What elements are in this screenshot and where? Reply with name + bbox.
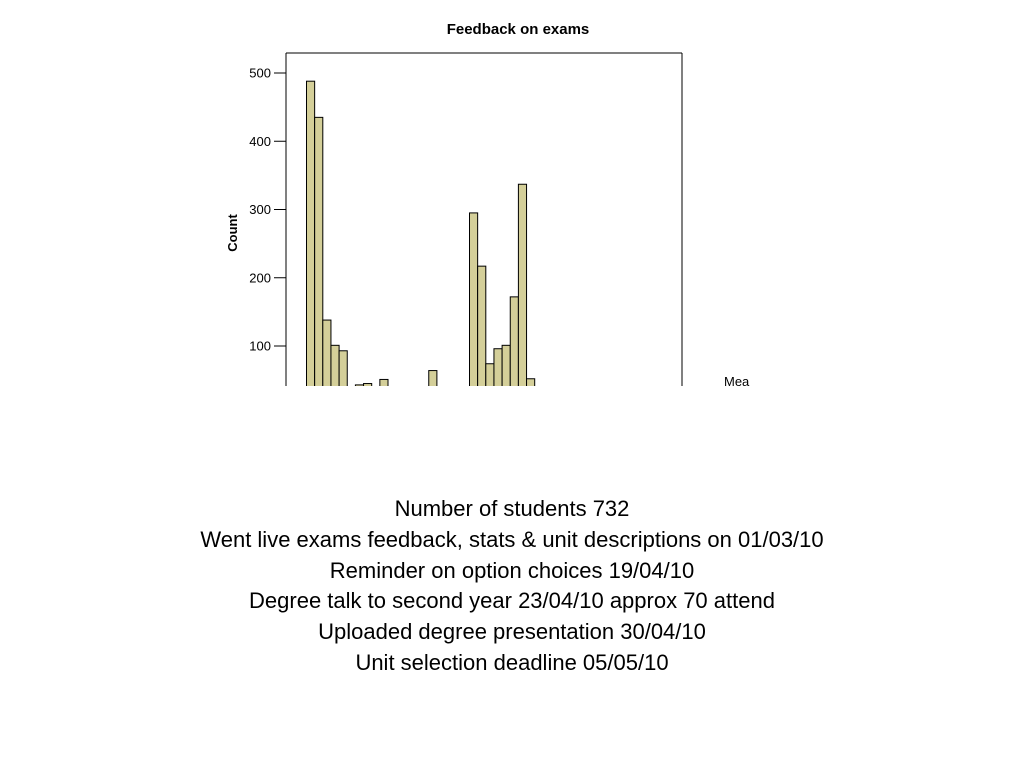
note-line-reminder: Reminder on option choices 19/04/10	[329, 557, 695, 583]
notes-block: Number of students 732 Went live exams f…	[0, 494, 1024, 679]
y-axis-label: Count	[225, 214, 240, 252]
histogram-bar	[306, 80, 316, 386]
histogram-bar	[485, 363, 495, 386]
histogram-bar	[477, 265, 487, 386]
histogram-bar	[509, 296, 519, 386]
y-tick-label: 300	[249, 202, 271, 217]
histogram-bar	[428, 370, 438, 386]
histogram-chart: Feedback on exams Count 100200300400500 …	[225, 21, 750, 386]
y-tick-label: 500	[249, 66, 271, 81]
note-line-went-live: Went live exams feedback, stats & unit d…	[200, 526, 824, 552]
histogram-bar	[501, 344, 511, 386]
histogram-bar	[330, 344, 340, 386]
chart-area: Feedback on exams Count 100 200 300 400 500 …	[225, 21, 750, 386]
y-axis-ticks: 100 200 300 400 500	[249, 66, 286, 354]
histogram-bar	[314, 116, 324, 386]
histogram-bar	[354, 384, 365, 386]
note-line-uploaded: Uploaded degree presentation 30/04/10	[318, 619, 706, 645]
note-line-degree-talk: Degree talk to second year 23/04/10 appr…	[249, 588, 775, 614]
histogram-bar	[322, 319, 332, 386]
histogram-bar	[493, 348, 503, 386]
histogram-bar	[338, 350, 348, 386]
histogram-bar	[363, 383, 373, 386]
histogram-bar	[517, 183, 528, 386]
histogram-bar	[526, 378, 536, 386]
note-line-deadline: Unit selection deadline 05/05/10	[355, 649, 669, 675]
cut-off-legend-label: Mea	[724, 374, 750, 386]
chart-title: Feedback on exams	[447, 21, 590, 38]
y-tick-label: 400	[249, 134, 271, 149]
y-tick-label: 200	[249, 270, 271, 285]
histogram-bar	[469, 212, 479, 386]
bars	[306, 80, 536, 386]
note-line-students: Number of students 732	[394, 496, 630, 521]
histogram-bar	[379, 378, 389, 386]
y-tick-label: 100	[249, 339, 271, 354]
